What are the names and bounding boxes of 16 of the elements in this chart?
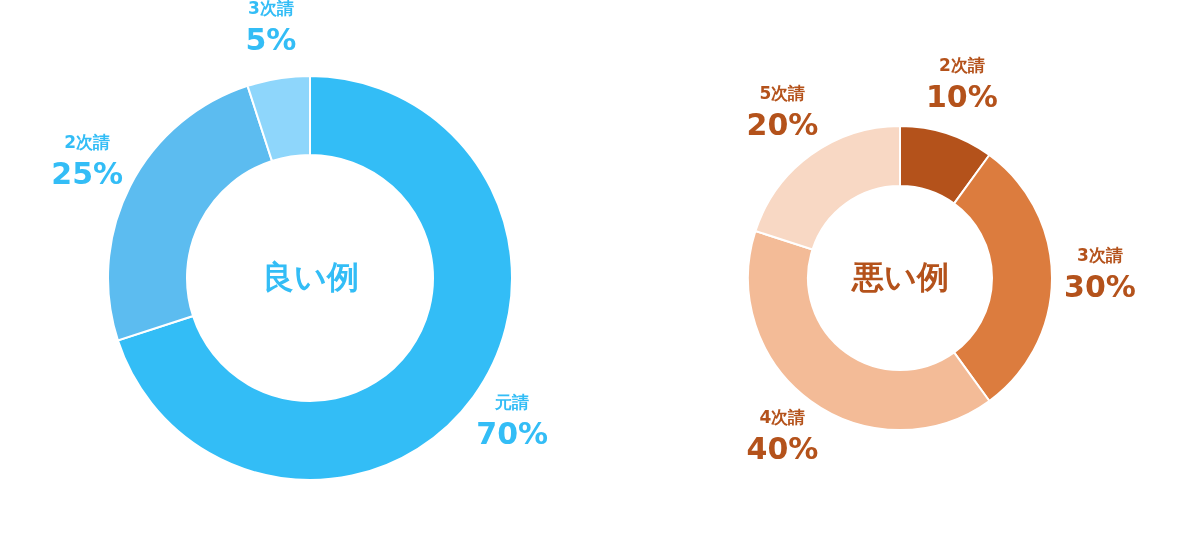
slice-label: 2次請 xyxy=(938,54,985,75)
slice-label: 5次請 xyxy=(759,83,806,104)
text: 良い例 xyxy=(261,258,359,296)
text: 悪い例 xyxy=(850,258,949,296)
slice-label: 2次請 xyxy=(64,131,111,152)
data-label: 40% xyxy=(746,430,819,466)
data-label: 20% xyxy=(746,107,819,143)
data-label: 30% xyxy=(1064,269,1136,304)
slice-label: 3次請 xyxy=(1077,245,1123,265)
slice-label: 3次請 xyxy=(247,0,294,19)
data-label: 10% xyxy=(925,78,998,114)
slice-label: 4次請 xyxy=(759,406,806,427)
data-label: 25% xyxy=(51,155,124,191)
data-label: 5% xyxy=(245,22,297,58)
data-label: 70% xyxy=(476,415,549,451)
slice-label: 元請 xyxy=(494,391,530,412)
